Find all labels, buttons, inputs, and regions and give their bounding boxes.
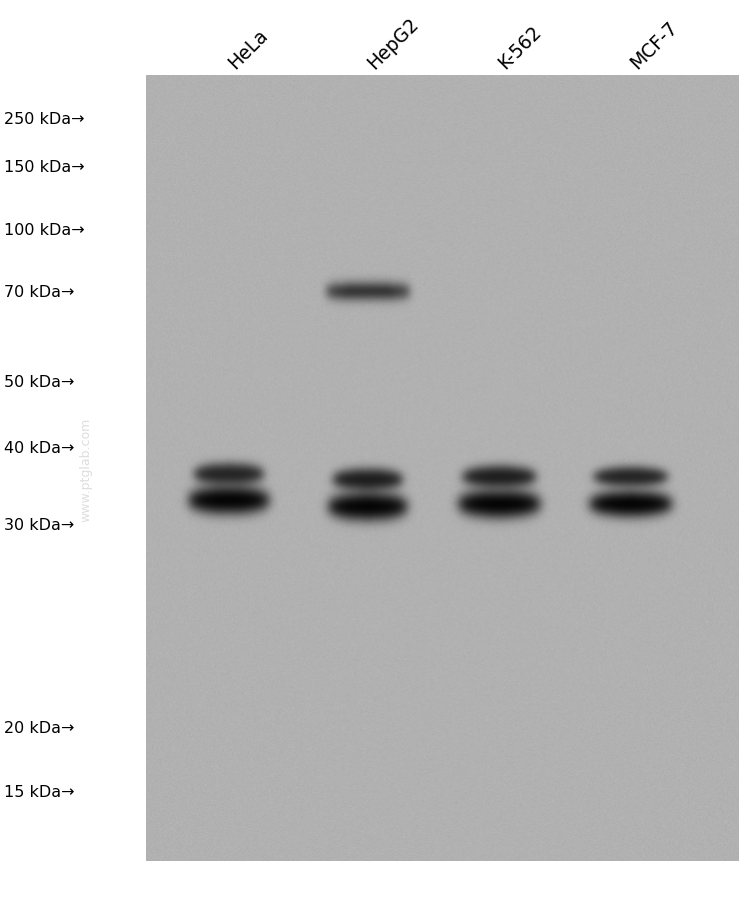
Text: www.ptglab.com: www.ptglab.com: [80, 417, 93, 521]
Text: 50 kDa→: 50 kDa→: [4, 375, 74, 390]
Text: 250 kDa→: 250 kDa→: [4, 112, 84, 126]
Text: HeLa: HeLa: [225, 26, 272, 73]
Text: 150 kDa→: 150 kDa→: [4, 161, 84, 175]
Text: 100 kDa→: 100 kDa→: [4, 223, 84, 237]
Text: 20 kDa→: 20 kDa→: [4, 721, 74, 735]
Text: 70 kDa→: 70 kDa→: [4, 285, 74, 299]
Text: 40 kDa→: 40 kDa→: [4, 441, 74, 456]
Text: 15 kDa→: 15 kDa→: [4, 785, 74, 799]
Text: K-562: K-562: [495, 23, 545, 73]
Text: HepG2: HepG2: [364, 14, 422, 73]
Text: 30 kDa→: 30 kDa→: [4, 518, 74, 532]
Text: MCF-7: MCF-7: [626, 18, 681, 73]
